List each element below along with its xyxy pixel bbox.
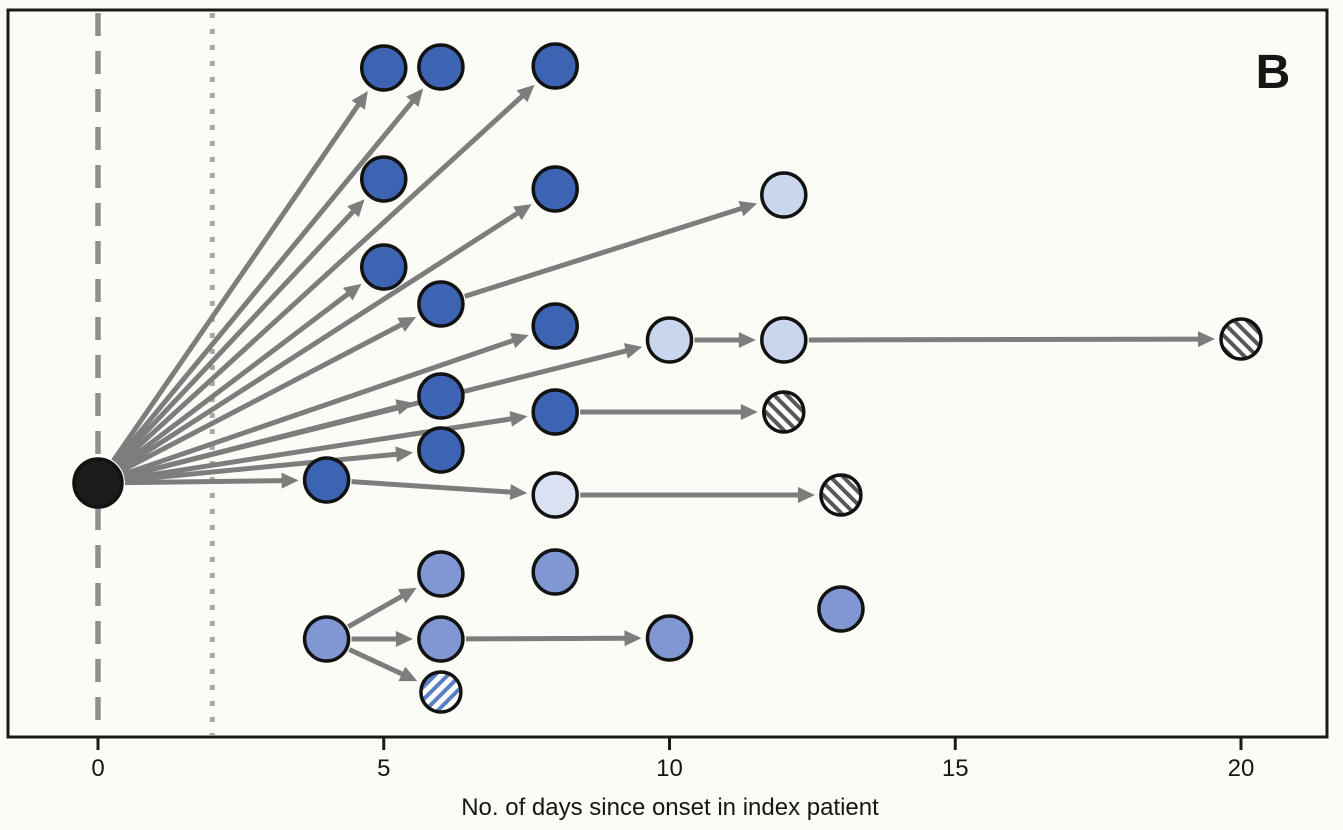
case-node-index: [72, 457, 124, 509]
transmission-arrow-head: [516, 84, 535, 103]
case-node-c1: [302, 615, 351, 663]
transmission-arrow-head: [509, 411, 528, 427]
case-node-a10: [417, 372, 465, 420]
transmission-arrow-line: [348, 647, 405, 678]
x-axis-title: No. of days since onset in index patient: [461, 794, 879, 821]
transmission-arrow-line: [122, 337, 516, 477]
x-axis-tick-label-20: 20: [1228, 755, 1255, 782]
transmission-arrow-head: [513, 204, 532, 221]
transmission-arrow-head: [395, 446, 414, 463]
transmission-arrow-head: [510, 333, 529, 349]
panel-label: B: [1256, 46, 1291, 99]
transmission-arrow-line: [123, 404, 400, 479]
transmission-arrows-group: [111, 84, 1216, 682]
transmission-arrow-head: [623, 343, 643, 359]
transmission-arrow-line: [124, 478, 284, 486]
transmission-arrow-head: [740, 404, 758, 420]
transmission-arrow-line: [347, 593, 405, 629]
transmission-arrow-head: [397, 316, 417, 332]
plot-frame: [6, 8, 1329, 739]
transmission-arrow-head: [281, 472, 299, 489]
x-axis-tick-label-15: 15: [942, 755, 969, 782]
transmission-arrow-head: [351, 91, 368, 110]
case-node-c6: [817, 585, 865, 633]
case-node-c2: [417, 550, 465, 598]
transmission-arrow-line: [111, 101, 362, 463]
x-axis-tick-label-0: 0: [91, 755, 104, 782]
case-node-c3: [417, 615, 465, 663]
case-nodes-group: [72, 42, 1263, 714]
transmission-arrow-head: [395, 399, 414, 415]
transmission-arrow-line: [351, 479, 513, 495]
transmission-arrow-line: [119, 210, 521, 471]
x-axis-tick-label-10: 10: [656, 755, 683, 782]
case-node-a7: [417, 280, 465, 328]
case-node-a9: [645, 316, 694, 364]
case-node-h2: [819, 473, 863, 517]
transmission-arrow-line: [113, 98, 416, 464]
transmission-arrow-head: [397, 587, 417, 604]
transmission-arrow-line: [808, 336, 1201, 343]
transmission-arrow-head: [343, 283, 362, 301]
x-axis-ticks-group: 0 5 10 15 20: [91, 737, 1254, 782]
case-node-a1: [360, 44, 408, 92]
transmission-arrow-head: [395, 631, 413, 647]
transmission-arrow-line: [114, 208, 357, 466]
case-node-h3: [1219, 317, 1263, 361]
transmission-arrow-line: [118, 290, 351, 469]
transmission-arrow-head: [624, 630, 642, 647]
case-node-a8: [531, 302, 579, 350]
x-axis-tick-label-5: 5: [377, 755, 390, 782]
transmission-arrow-head: [347, 199, 365, 218]
transmission-arrow-line: [124, 451, 399, 483]
transmission-arrow-head: [509, 484, 528, 501]
transmission-arrow-head: [738, 332, 756, 348]
case-node-h1: [762, 390, 806, 434]
reference-lines-group: [95, 13, 215, 735]
case-node-b3: [531, 471, 579, 519]
case-node-a13: [302, 456, 351, 504]
case-node-c5: [531, 548, 579, 596]
case-node-a2: [417, 43, 465, 91]
transmission-arrow-head: [406, 88, 424, 107]
case-node-a4: [360, 155, 408, 203]
case-node-a6: [360, 243, 408, 291]
case-node-c4: [645, 614, 694, 662]
transmission-arrow-line: [463, 205, 744, 299]
transmission-arrow-head: [398, 666, 418, 682]
case-node-b2: [760, 316, 808, 364]
case-node-a5: [531, 165, 579, 213]
transmission-arrow-line: [116, 93, 526, 467]
transmission-arrow-head: [797, 487, 815, 503]
transmission-arrow-head: [1197, 331, 1216, 348]
transmission-arrow-head: [738, 201, 758, 217]
transmission-arrow-line: [465, 635, 627, 642]
case-node-a12: [417, 426, 465, 474]
case-node-a3: [531, 42, 579, 90]
transmission-arrow-line: [120, 321, 404, 473]
case-node-c7: [419, 670, 463, 714]
case-node-b1: [760, 171, 808, 219]
case-node-a11: [531, 388, 579, 436]
